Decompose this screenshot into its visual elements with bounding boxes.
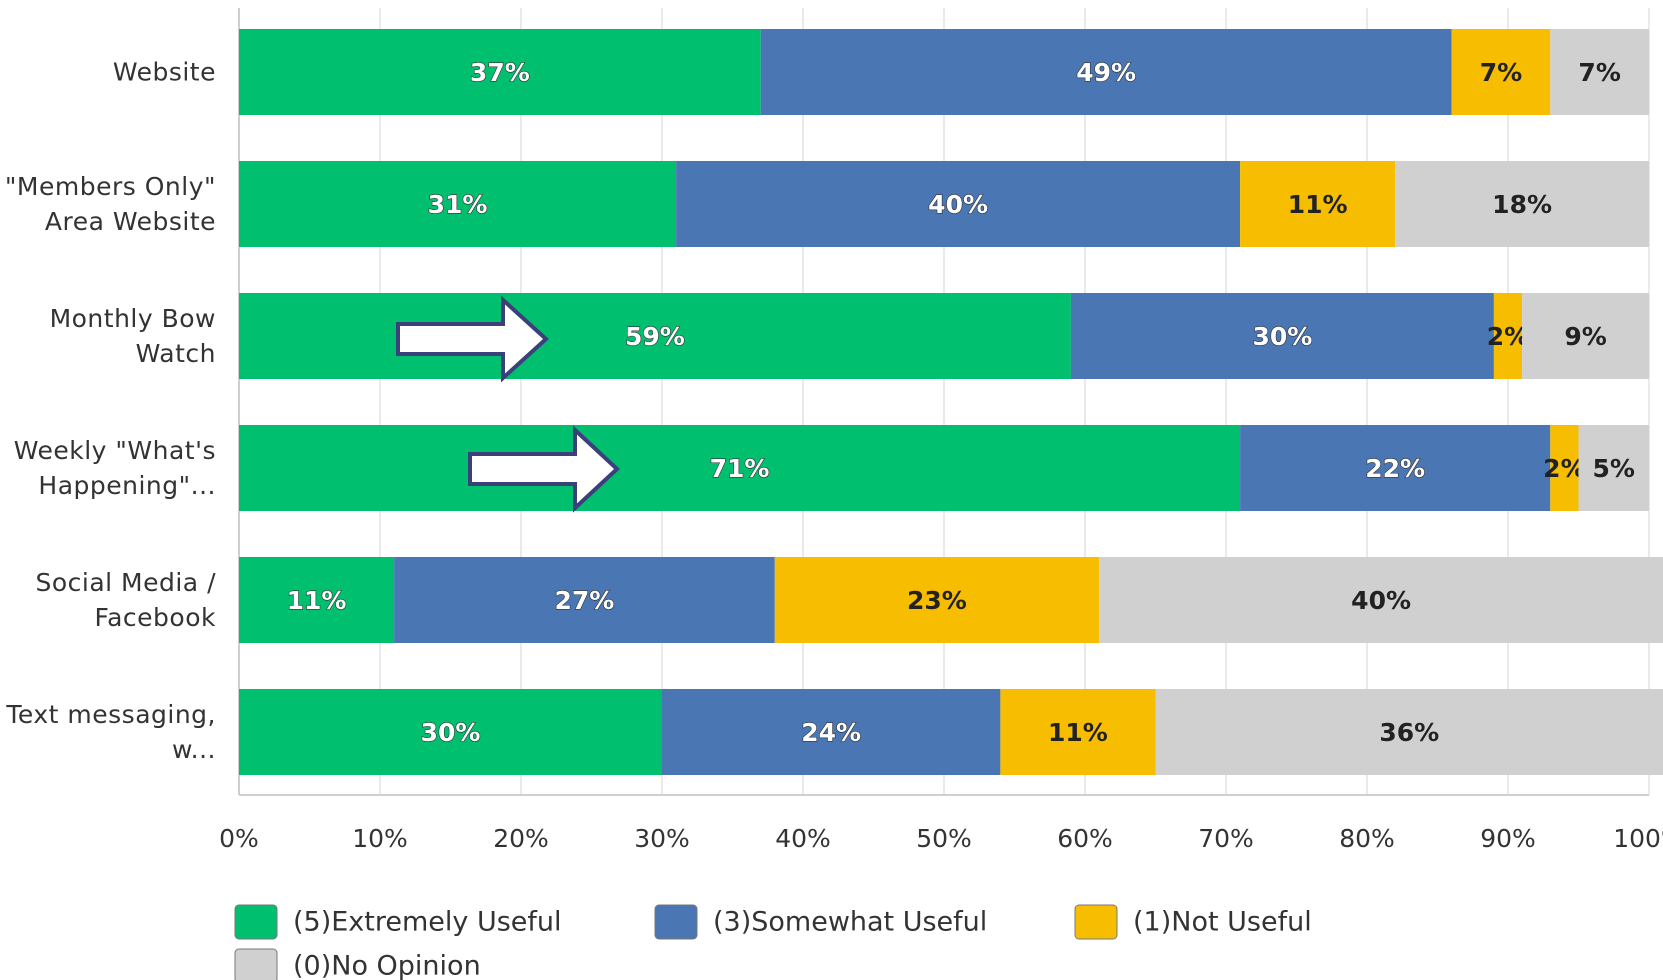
data-label: 59% (625, 322, 685, 351)
bar-segment (394, 557, 775, 643)
x-tick-label: 10% (352, 824, 408, 853)
y-tick-label: Weekly "What's Happening"... (13, 436, 216, 500)
y-tick-label: Monthly Bow Watch (49, 304, 216, 368)
bar-segment (760, 29, 1452, 115)
bar-segment (239, 425, 1241, 511)
data-label: 30% (421, 718, 481, 747)
data-label: 49% (1076, 58, 1136, 87)
data-label: 71% (710, 454, 770, 483)
legend-label: (3)Somewhat Useful (713, 907, 987, 938)
bar-segment (1395, 161, 1649, 247)
bar-segment (239, 161, 677, 247)
data-label: 11% (287, 586, 347, 615)
x-tick-label: 90% (1480, 824, 1536, 853)
data-label: 40% (1351, 586, 1411, 615)
bar-segment (1099, 557, 1663, 643)
x-tick-label: 60% (1057, 824, 1113, 853)
bar-segment (1493, 293, 1523, 379)
x-tick-label: 20% (493, 824, 549, 853)
bar-segment (239, 29, 761, 115)
x-tick-label: 0% (219, 824, 259, 853)
legend-swatch (234, 948, 278, 980)
bar-segment (662, 689, 1001, 775)
legend-swatch (1074, 904, 1118, 940)
y-tick-label: Website (112, 57, 216, 87)
bar-segment (676, 161, 1241, 247)
bar-segment (1550, 425, 1579, 511)
data-label: 36% (1379, 718, 1439, 747)
x-tick-label: 30% (634, 824, 690, 853)
data-label: 30% (1252, 322, 1312, 351)
data-label: 18% (1492, 190, 1552, 219)
bar-segment (1522, 293, 1649, 379)
data-label: 7% (1480, 58, 1522, 87)
data-label: 11% (1048, 718, 1108, 747)
x-tick-label: 40% (775, 824, 831, 853)
legend-label: (5)Extremely Useful (293, 907, 562, 938)
data-label: 31% (428, 190, 488, 219)
bar-segment (239, 689, 662, 775)
y-tick-label: Social Media / Facebook (35, 568, 216, 632)
x-tick-label: 70% (1198, 824, 1254, 853)
bar-segment (239, 293, 1071, 379)
arrow-annotation (468, 425, 620, 513)
bar-segment (1578, 425, 1649, 511)
bar-segment (1070, 293, 1494, 379)
legend-swatch (654, 904, 698, 940)
legend-label: (1)Not Useful (1133, 907, 1312, 938)
bar-segment (239, 557, 395, 643)
legend-swatch (234, 904, 278, 940)
bar-segment (1240, 425, 1551, 511)
arrow-annotation (396, 295, 549, 383)
bar-segment (1451, 29, 1551, 115)
x-tick-label: 80% (1339, 824, 1395, 853)
data-label: 7% (1578, 58, 1620, 87)
data-label: 24% (801, 718, 861, 747)
x-tick-label: 50% (916, 824, 972, 853)
legend-label: (0)No Opinion (293, 951, 481, 980)
data-label: 27% (555, 586, 615, 615)
y-tick-label: Text messaging, w... (6, 700, 216, 764)
bar-segment (774, 557, 1100, 643)
data-label: 37% (470, 58, 530, 87)
data-label: 22% (1365, 454, 1425, 483)
bar-segment (1240, 161, 1396, 247)
bar-segment (1550, 29, 1649, 115)
bar-segment (1155, 689, 1663, 775)
y-tick-label: "Members Only" Area Website (4, 172, 216, 236)
data-label: 9% (1564, 322, 1606, 351)
data-label: 40% (928, 190, 988, 219)
x-tick-label: 100% (1613, 824, 1663, 853)
data-label: 5% (1593, 454, 1635, 483)
data-label: 11% (1288, 190, 1348, 219)
bar-segment (1000, 689, 1156, 775)
data-label: 23% (907, 586, 967, 615)
